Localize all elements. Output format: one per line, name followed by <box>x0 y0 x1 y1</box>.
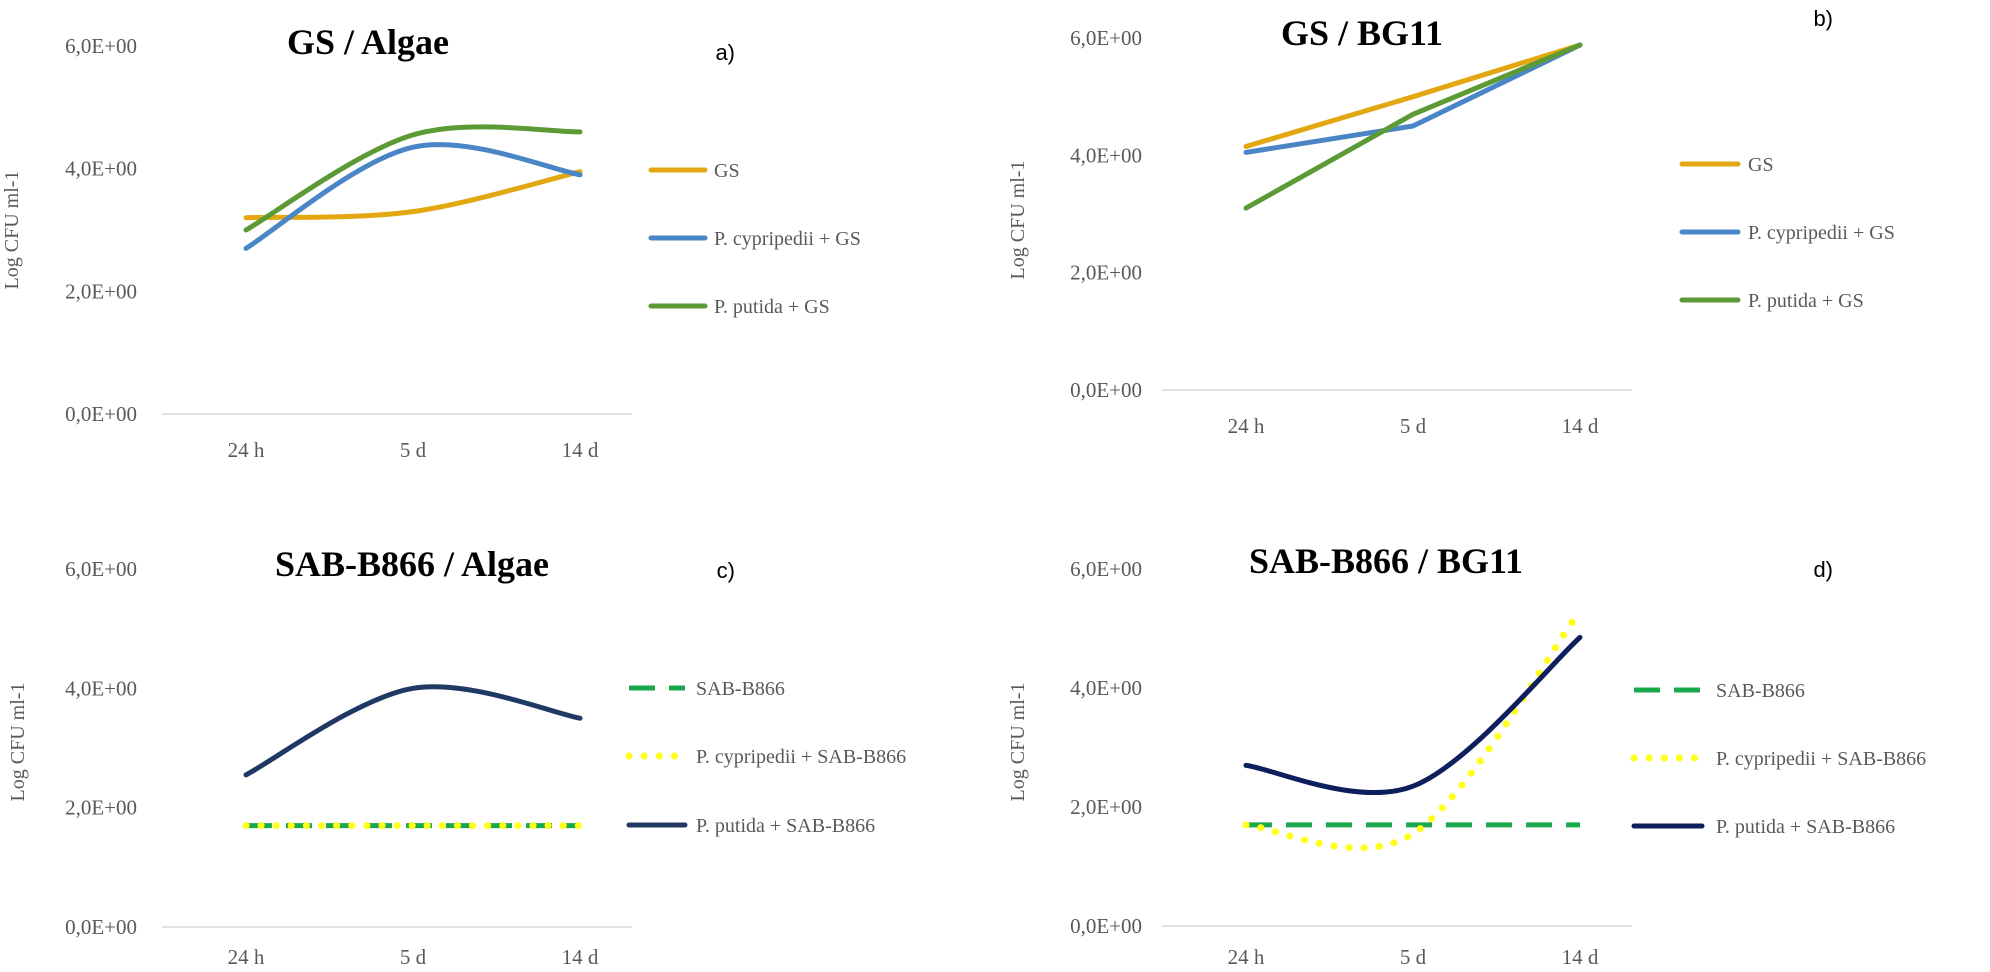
panel-label: a) <box>715 40 735 65</box>
chart-panel-d: SAB-B866 / BG11 d) Log CFU ml-1 0,0E+00 2,0E… <box>1007 541 1926 969</box>
x-tick-label: 24 h <box>228 438 265 462</box>
legend-entry: SAB-B866 <box>696 678 785 700</box>
y-axis-label: Log CFU ml-1 <box>7 683 29 802</box>
x-tick-label: 5 d <box>400 438 427 462</box>
series-line-2 <box>243 142 583 251</box>
x-tick-label: 5 d <box>1400 414 1427 438</box>
y-tick-label: 2,0E+00 <box>65 796 137 820</box>
series-line-3 <box>243 684 583 778</box>
chart-title: SAB-B866 / Algae <box>275 544 549 584</box>
chart-title: GS / Algae <box>287 22 449 62</box>
x-tick-label: 24 h <box>1228 945 1265 969</box>
y-tick-label: 6,0E+00 <box>65 557 137 581</box>
chart-panel-a: GS / Algae a) Log CFU ml-1 0,0E+00 2,0E+00 4,… <box>1 22 861 462</box>
legend-entry: P. putida + SAB-B866 <box>1716 816 1895 838</box>
legend-entry: P. putida + GS <box>1748 290 1864 312</box>
y-tick-label: 4,0E+00 <box>65 157 137 181</box>
series-line-3 <box>1243 42 1583 211</box>
y-axis-label: Log CFU ml-1 <box>1007 683 1029 802</box>
legend-entry: P. cypripedii + SAB-B866 <box>1716 748 1926 770</box>
x-tick-label: 14 d <box>562 945 599 969</box>
series-line-2 <box>1243 42 1583 155</box>
y-tick-label: 0,0E+00 <box>1070 914 1142 938</box>
y-tick-label: 4,0E+00 <box>1070 676 1142 700</box>
panel-label: b) <box>1813 6 1833 31</box>
panel-label: c) <box>717 558 735 583</box>
series-line-2 <box>1242 607 1584 852</box>
x-tick-label: 5 d <box>400 945 427 969</box>
legend-entry: P. cypripedii + SAB-B866 <box>696 746 906 768</box>
y-tick-label: 6,0E+00 <box>1070 557 1142 581</box>
legend-entry: P. cypripedii + GS <box>1748 222 1895 244</box>
chart-title: GS / BG11 <box>1281 13 1443 53</box>
y-tick-label: 6,0E+00 <box>65 34 137 58</box>
chart-title: SAB-B866 / BG11 <box>1249 541 1523 581</box>
y-tick-label: 2,0E+00 <box>1070 261 1142 285</box>
series-line-3 <box>1243 634 1583 796</box>
x-tick-label: 14 d <box>1562 945 1599 969</box>
x-tick-label: 5 d <box>1400 945 1427 969</box>
panel-label: d) <box>1813 557 1833 582</box>
y-tick-label: 0,0E+00 <box>65 402 137 426</box>
y-axis-label: Log CFU ml-1 <box>1007 161 1029 280</box>
x-tick-label: 14 d <box>562 438 599 462</box>
legend-entry: SAB-B866 <box>1716 680 1805 702</box>
y-tick-label: 0,0E+00 <box>1070 378 1142 402</box>
x-tick-label: 14 d <box>1562 414 1599 438</box>
x-tick-label: 24 h <box>1228 414 1265 438</box>
chart-panel-b: GS / BG11 b) Log CFU ml-1 0,0E+00 2,0E+00 4,0… <box>1007 6 1895 438</box>
chart-panel-c: SAB-B866 / Algae c) Log CFU ml-1 0,0E+00 2,0… <box>7 544 906 969</box>
legend-entry: P. putida + SAB-B866 <box>696 815 875 837</box>
x-tick-label: 24 h <box>228 945 265 969</box>
y-tick-label: 2,0E+00 <box>65 279 137 303</box>
y-tick-label: 4,0E+00 <box>65 676 137 700</box>
y-tick-label: 4,0E+00 <box>1070 143 1142 167</box>
y-axis-label: Log CFU ml-1 <box>1 171 23 290</box>
legend-entry: P. putida + GS <box>714 296 830 318</box>
legend-entry: P. cypripedii + GS <box>714 228 861 250</box>
legend-entry: GS <box>714 160 740 182</box>
series-line-1 <box>1243 42 1583 149</box>
legend-entry: GS <box>1748 154 1774 176</box>
y-tick-label: 2,0E+00 <box>1070 795 1142 819</box>
y-tick-label: 6,0E+00 <box>1070 26 1142 50</box>
y-tick-label: 0,0E+00 <box>65 915 137 939</box>
series-line-3 <box>243 124 583 233</box>
